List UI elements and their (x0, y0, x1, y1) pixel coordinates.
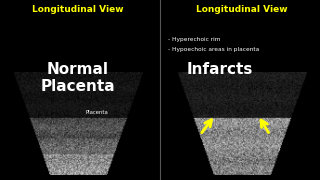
Text: - Hypoechoic areas in placenta: - Hypoechoic areas in placenta (168, 47, 259, 52)
Text: - Hyperechoic rim: - Hyperechoic rim (168, 37, 220, 42)
Text: Longitudinal View: Longitudinal View (196, 5, 288, 14)
Text: Longitudinal View: Longitudinal View (32, 5, 124, 14)
Text: Placenta: Placenta (85, 109, 108, 114)
Text: Normal
Placenta: Normal Placenta (41, 62, 115, 94)
Text: Infarcts: Infarcts (187, 62, 253, 77)
